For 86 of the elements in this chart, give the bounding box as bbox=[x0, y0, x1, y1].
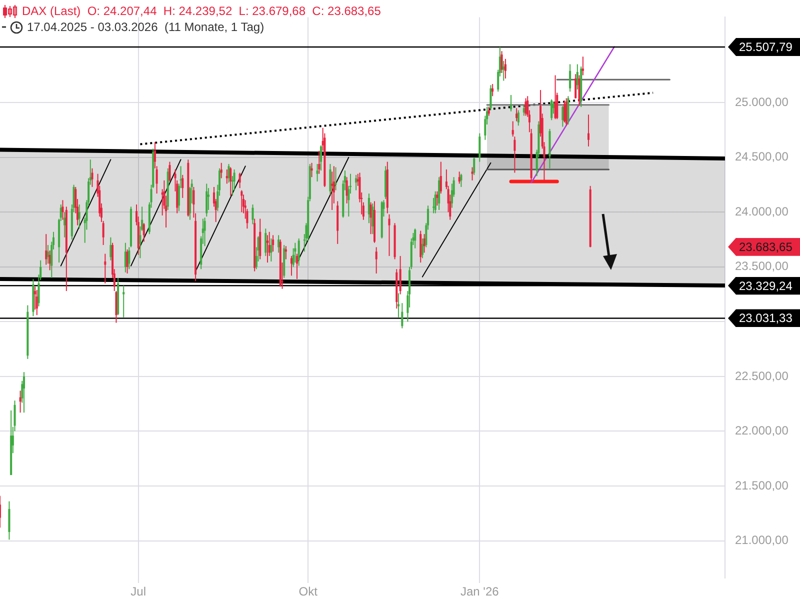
candlestick bbox=[512, 120, 514, 138]
candlestick bbox=[473, 156, 476, 176]
candlestick bbox=[124, 242, 126, 273]
candlestick bbox=[375, 246, 378, 274]
candlestick bbox=[266, 234, 269, 264]
candlestick bbox=[238, 172, 241, 189]
candlestick bbox=[334, 166, 337, 191]
candlestick bbox=[401, 302, 404, 329]
text: 23.683,65 bbox=[728, 238, 800, 256]
candlestick bbox=[517, 110, 520, 126]
candlestick bbox=[414, 228, 416, 249]
candlestick bbox=[471, 166, 474, 181]
ref-line-label: 25.507,79 bbox=[728, 38, 800, 56]
candlestick bbox=[298, 238, 300, 266]
candlestick bbox=[562, 105, 564, 128]
candlestick bbox=[524, 98, 527, 116]
candlestick bbox=[587, 114, 590, 147]
candlestick bbox=[516, 108, 518, 122]
candlestick bbox=[368, 193, 370, 224]
candlestick bbox=[514, 136, 516, 174]
candlestick bbox=[320, 144, 322, 172]
y-tick-label: 22.000,00 bbox=[735, 424, 789, 438]
candlestick bbox=[290, 255, 292, 276]
y-tick-label: 21.000,00 bbox=[735, 533, 789, 548]
candlestick bbox=[182, 174, 184, 198]
candlestick bbox=[142, 222, 145, 242]
candlestick bbox=[91, 168, 94, 188]
candlestick bbox=[296, 253, 298, 280]
candlestick bbox=[270, 238, 272, 262]
candlestick bbox=[278, 234, 280, 254]
candlestick bbox=[62, 200, 64, 220]
candlestick bbox=[397, 292, 400, 318]
x-tick-label: Jul bbox=[130, 584, 146, 599]
y-tick-label: 24.000,00 bbox=[735, 204, 789, 218]
candlestick bbox=[440, 161, 442, 194]
y-tick-label: 23.500,00 bbox=[735, 259, 789, 274]
x-tick-label: Okt bbox=[298, 584, 318, 599]
candlestick bbox=[46, 244, 49, 264]
candlestick bbox=[490, 84, 492, 111]
y-tick-label: 22.500,00 bbox=[735, 368, 789, 383]
candlestick bbox=[567, 96, 570, 126]
candlestick bbox=[110, 236, 112, 261]
candlestick bbox=[78, 204, 80, 230]
candlestick bbox=[228, 163, 230, 184]
candlestick bbox=[204, 217, 206, 247]
candlestick bbox=[478, 132, 481, 162]
candlestick bbox=[316, 163, 318, 182]
candlestick bbox=[64, 212, 66, 238]
candlestick bbox=[45, 234, 48, 266]
candlestick bbox=[272, 234, 274, 252]
candlestick bbox=[550, 98, 553, 121]
candlestick bbox=[22, 372, 25, 414]
candlestick bbox=[574, 74, 577, 99]
candlestick bbox=[128, 246, 130, 270]
candlestick bbox=[318, 150, 320, 174]
candlestick bbox=[420, 230, 422, 264]
candlestick bbox=[388, 214, 390, 256]
y-tick-label: 21.500,00 bbox=[735, 478, 789, 492]
chart-title: DAX (Last) O: 24.207,44 H: 24.239,52 L: 23.679,68 C: 23.683,65 bbox=[22, 3, 381, 19]
y-tick-label: 24.500,00 bbox=[735, 150, 789, 164]
candlestick bbox=[500, 50, 503, 74]
candlestick bbox=[582, 56, 584, 76]
candlestick bbox=[115, 290, 118, 324]
candlestick bbox=[502, 60, 505, 82]
ref-line-label: 23.329,24 bbox=[728, 276, 800, 295]
candlestick bbox=[578, 74, 580, 106]
candlestick bbox=[8, 500, 10, 540]
chart-subtitle: 17.04.2025 - 03.03.2026 (11 Monate, 1 Tag) bbox=[27, 19, 264, 35]
candlestick bbox=[552, 101, 554, 114]
candlestick bbox=[569, 64, 572, 92]
candlestick bbox=[436, 190, 438, 206]
candlestick bbox=[122, 285, 125, 318]
candlestick bbox=[168, 161, 171, 182]
candlestick bbox=[230, 166, 232, 196]
x-tick-label: Jan '26 bbox=[460, 584, 500, 599]
candlestick bbox=[252, 204, 254, 225]
candlestick bbox=[438, 176, 440, 210]
candlestick bbox=[563, 100, 566, 123]
y-tick-label: 25.000,00 bbox=[735, 94, 789, 109]
candlestick bbox=[329, 163, 332, 196]
ref-line-label: 23.031,33 bbox=[728, 309, 800, 328]
candlestick bbox=[460, 173, 462, 188]
candlestick bbox=[504, 58, 506, 80]
candlestick bbox=[206, 183, 208, 218]
candlestick bbox=[399, 255, 402, 295]
candlestick bbox=[264, 228, 267, 256]
